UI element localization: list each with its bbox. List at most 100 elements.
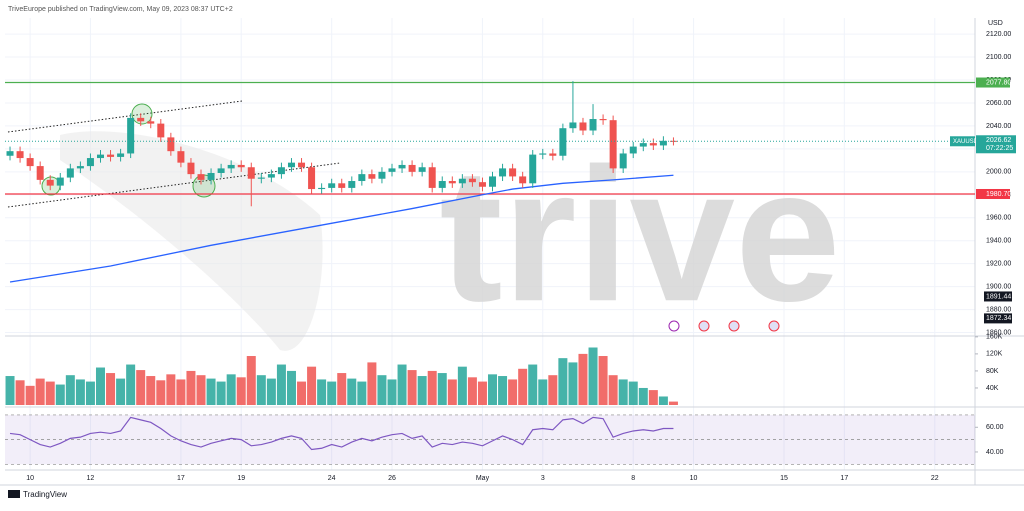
- volume-bar: [196, 375, 206, 405]
- volume-bar: [327, 381, 337, 405]
- candle-body: [267, 174, 275, 178]
- event-icon[interactable]: [768, 320, 780, 332]
- volume-bar: [427, 370, 437, 405]
- volume-bar: [628, 381, 638, 405]
- volume-bar: [558, 358, 568, 405]
- x-tick-label: May: [476, 475, 490, 482]
- candle-body: [227, 164, 235, 169]
- volume-bar: [126, 364, 136, 405]
- candle-body: [348, 181, 356, 188]
- channel-line: [7, 100, 243, 133]
- volume-bar: [447, 379, 457, 405]
- volume-bar: [648, 390, 658, 405]
- rsi-tick-label: 40.00: [986, 449, 1004, 456]
- last-price-label: 2026.62: [986, 137, 1011, 144]
- volume-bar: [337, 373, 347, 405]
- volume-bar: [256, 375, 266, 405]
- volume-bar: [518, 368, 528, 405]
- y-tick-label: 1940.00: [986, 238, 1011, 245]
- countdown-label: 07:22:25: [986, 145, 1013, 152]
- x-tick-label: 24: [328, 475, 336, 482]
- candle-body: [539, 153, 547, 155]
- volume-bar: [618, 379, 628, 405]
- volume-bar: [166, 374, 176, 405]
- volume-bar: [246, 356, 256, 405]
- price-label-bg: [976, 77, 1010, 88]
- x-tick-label: 22: [931, 475, 939, 482]
- candle-body: [579, 122, 587, 131]
- volume-bar: [35, 378, 45, 405]
- volume-bar: [488, 374, 498, 405]
- y-tick-label: 2000.00: [986, 169, 1011, 176]
- volume-bar: [538, 379, 548, 405]
- rsi-tick-label: 60.00: [986, 424, 1004, 431]
- symbol-label: XAUUSD: [953, 139, 979, 145]
- candle-body: [127, 117, 135, 154]
- y-tick-label: 2040.00: [986, 123, 1011, 130]
- volume-bar: [75, 379, 85, 405]
- price-label: 2077.80: [986, 79, 1011, 86]
- candle-body: [217, 168, 225, 173]
- candle-body: [358, 174, 366, 182]
- price-label-bg: [984, 291, 1012, 302]
- candle-body: [418, 167, 426, 172]
- candle-body: [328, 183, 336, 188]
- y-tick-label: 1860.00: [986, 329, 1011, 336]
- highlight-circle: [131, 103, 153, 125]
- y-tick-label: 2120.00: [986, 31, 1011, 38]
- volume-tick-label: 120K: [986, 351, 1003, 358]
- x-tick-label: 10: [26, 475, 34, 482]
- candle-body: [26, 158, 34, 167]
- volume-bar: [568, 362, 578, 405]
- x-tick-label: 17: [840, 475, 848, 482]
- volume-bar: [528, 364, 538, 405]
- volume-bar: [206, 378, 216, 405]
- candle-body: [388, 168, 396, 172]
- event-icon[interactable]: [698, 320, 710, 332]
- volume-bar: [106, 373, 116, 405]
- volume-bar: [186, 370, 196, 405]
- volume-bar: [216, 381, 226, 405]
- volume-bar: [55, 384, 65, 405]
- moving-average: [9, 174, 674, 283]
- price-label-bg: [976, 188, 1010, 199]
- candle-body: [167, 137, 175, 152]
- watermark: trive: [439, 129, 840, 341]
- event-icon[interactable]: [728, 320, 740, 332]
- volume-bar: [347, 378, 357, 405]
- y-tick-label: 2100.00: [986, 54, 1011, 61]
- candle-body: [16, 151, 24, 159]
- candle-body: [509, 168, 517, 177]
- volume-bar: [176, 379, 186, 405]
- candle-body: [549, 153, 557, 156]
- volume-bar: [15, 380, 25, 405]
- volume-bar: [377, 375, 387, 405]
- volume-bar: [467, 377, 477, 405]
- footer-logo: [8, 490, 20, 498]
- last-price-bg: [976, 135, 1016, 154]
- candle-body: [66, 168, 74, 178]
- candle-body: [298, 162, 306, 168]
- candle-body: [478, 182, 486, 187]
- volume-bar: [276, 364, 286, 405]
- candle-body: [408, 164, 416, 172]
- price-label: 1891.44: [986, 293, 1011, 300]
- event-icon[interactable]: [668, 320, 680, 332]
- volume-bar: [5, 376, 15, 405]
- volume-bar: [638, 387, 648, 405]
- candle-body: [378, 171, 386, 179]
- candle-body: [86, 158, 94, 167]
- price-label: 1872.34: [986, 315, 1011, 322]
- y-tick-label: 1960.00: [986, 215, 1011, 222]
- candle-body: [468, 178, 476, 183]
- candle-body: [107, 154, 115, 157]
- candle-body: [448, 181, 456, 184]
- y-tick-label: 2060.00: [986, 100, 1011, 107]
- candle-body: [398, 164, 406, 169]
- candle-body: [207, 172, 215, 180]
- candle-body: [438, 181, 446, 188]
- candle-body: [609, 120, 617, 169]
- volume-bar: [508, 379, 518, 405]
- candle-body: [589, 119, 597, 131]
- volume-bar: [317, 379, 327, 405]
